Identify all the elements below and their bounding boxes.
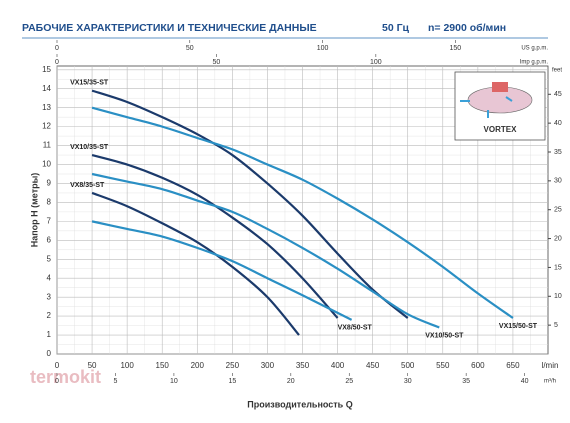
y-tick-label: 15 — [42, 65, 51, 74]
curve-label: VX15/35-ST — [70, 79, 109, 86]
imp-gpm-label: 100 — [370, 59, 382, 66]
y-tick-label: 0 — [47, 349, 52, 358]
y-tick-label: 14 — [42, 84, 51, 93]
x-tick-label: 100 — [120, 361, 134, 370]
x-tick-label: 550 — [436, 361, 450, 370]
imp-gpm-label: 0 — [55, 59, 59, 66]
x4-unit: Imp g.p.m. — [520, 60, 549, 66]
y-tick-label: 5 — [47, 254, 52, 263]
pump-curve — [91, 172, 440, 329]
x-tick-label: 650 — [506, 361, 520, 370]
x-tick-label: 200 — [191, 361, 205, 370]
y2-tick-label: 40 — [554, 120, 562, 127]
y-tick-label: 3 — [47, 292, 52, 301]
m3h-label: 25 — [345, 378, 353, 385]
m3h-label: 20 — [287, 378, 295, 385]
m3h-label: 5 — [113, 378, 117, 385]
y2-tick-label: 35 — [554, 149, 562, 156]
curve-label: VX8/35-ST — [70, 182, 105, 189]
y2-unit: feet — [552, 68, 562, 74]
flow-arrows — [460, 96, 513, 118]
x-tick-label: 350 — [296, 361, 310, 370]
imp-gpm-label: 50 — [213, 59, 221, 66]
vortex-inset: VORTEX — [454, 71, 546, 141]
x-tick-label: 250 — [226, 361, 240, 370]
x3-unit: US g.p.m. — [521, 46, 548, 52]
x-unit: l/min — [542, 361, 559, 370]
watermark: termokit — [30, 367, 101, 387]
pump-curve — [91, 89, 409, 319]
us-gpm-label: 150 — [449, 45, 461, 52]
x-tick-label: 50 — [88, 361, 97, 370]
pump-curve — [91, 191, 300, 336]
x-axis-title: Производительность Q — [247, 399, 352, 409]
chart-title: РАБОЧИЕ ХАРАКТЕРИСТИКИ И ТЕХНИЧЕСКИЕ ДАН… — [22, 22, 317, 34]
y-tick-label: 8 — [47, 198, 52, 207]
curve-label: VX10/35-ST — [70, 144, 109, 151]
us-gpm-label: 100 — [317, 45, 329, 52]
x-tick-label: 500 — [401, 361, 415, 370]
y-tick-label: 6 — [47, 235, 52, 244]
y-tick-label: 4 — [47, 273, 52, 282]
y2-tick-label: 15 — [554, 264, 562, 271]
x-tick-label: 600 — [471, 361, 485, 370]
y-axis-title: Напор H (метры) — [29, 173, 39, 248]
y2-tick-label: 5 — [554, 322, 558, 329]
x-tick-label: 300 — [261, 361, 275, 370]
y2-tick-label: 25 — [554, 207, 562, 214]
m3h-label: 10 — [170, 378, 178, 385]
y2-tick-label: 20 — [554, 235, 562, 242]
y2-tick-label: 45 — [554, 91, 562, 98]
pump-curve — [91, 106, 514, 319]
y-tick-label: 2 — [47, 311, 52, 320]
us-gpm-label: 0 — [55, 45, 59, 52]
y-tick-label: 13 — [42, 103, 51, 112]
y-tick-label: 10 — [42, 160, 51, 169]
y-tick-label: 7 — [47, 216, 52, 225]
y-tick-label: 11 — [43, 141, 52, 150]
y-tick-label: 12 — [42, 122, 51, 131]
inset-label: VORTEX — [484, 125, 518, 134]
x-tick-label: 450 — [366, 361, 380, 370]
y2-tick-label: 30 — [554, 178, 562, 185]
x-tick-label: 400 — [331, 361, 345, 370]
y2-tick-label: 10 — [554, 293, 562, 300]
curve-label: VX15/50-ST — [499, 323, 538, 330]
curve-label: VX8/50-ST — [338, 325, 373, 332]
us-gpm-label: 50 — [186, 45, 194, 52]
speed: n= 2900 об/мин — [428, 22, 506, 34]
m3h-label: 40 — [521, 378, 529, 385]
x-tick-label: 150 — [156, 361, 170, 370]
y-tick-label: 1 — [47, 330, 52, 339]
curve-label: VX10/50-ST — [425, 332, 464, 339]
m3h-label: 15 — [228, 378, 236, 385]
impeller — [492, 82, 508, 92]
m3h-label: 30 — [404, 378, 412, 385]
y-tick-label: 9 — [47, 179, 52, 188]
frequency: 50 Гц — [382, 22, 410, 34]
x2-unit: m³/h — [544, 379, 556, 385]
pump-curve — [91, 220, 353, 321]
x-tick-label: 0 — [55, 361, 60, 370]
m3h-label: 35 — [462, 378, 470, 385]
m3h-label: 0 — [55, 378, 59, 385]
